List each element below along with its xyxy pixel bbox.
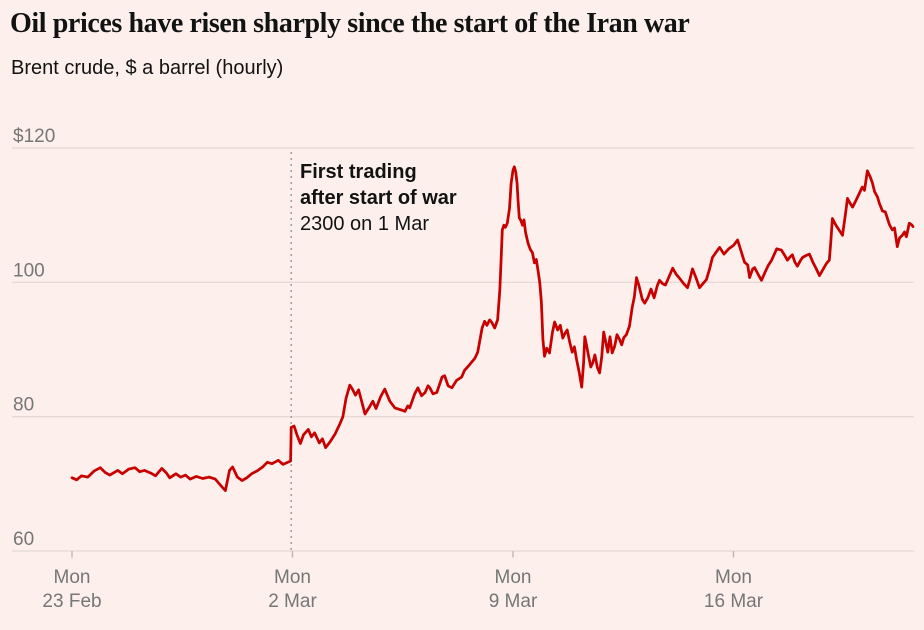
annotation-line-2: after start of war (300, 187, 457, 209)
y-axis-label: $120 (13, 126, 55, 147)
annotation-line-3: 2300 on 1 Mar (300, 213, 429, 235)
x-axis-label-weekday: Mon (274, 567, 311, 588)
x-axis-label-weekday: Mon (54, 567, 91, 588)
x-axis-label-date: 23 Feb (42, 591, 101, 612)
chart-title: Oil prices have risen sharply since the … (10, 8, 690, 39)
x-axis-label-date: 9 Mar (489, 591, 538, 612)
chart-subtitle: Brent crude, $ a barrel (hourly) (11, 57, 284, 79)
x-axis-label-date: 16 Mar (704, 591, 764, 612)
y-axis-label: 80 (13, 395, 34, 416)
y-axis-label: 60 (13, 529, 34, 550)
y-axis-label: 100 (13, 260, 45, 281)
annotation-line-1: First trading (300, 161, 417, 183)
x-axis-label-weekday: Mon (495, 567, 532, 588)
x-axis-label-date: 2 Mar (268, 591, 317, 612)
price-line (70, 165, 915, 492)
x-axis-label-weekday: Mon (715, 567, 752, 588)
